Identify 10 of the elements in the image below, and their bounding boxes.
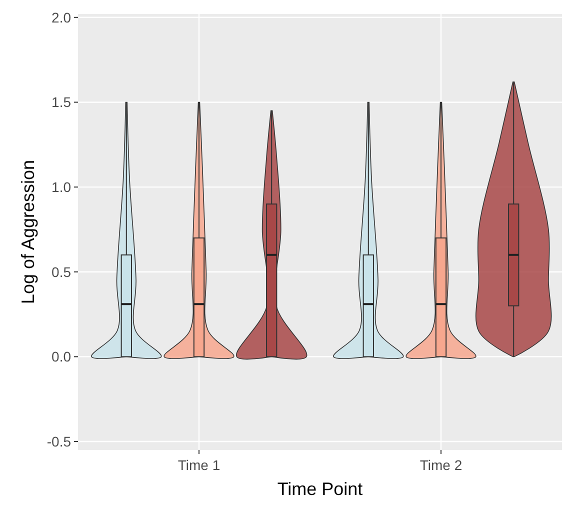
y-tick-label: 2.0 (52, 9, 72, 26)
y-tick-label: 1.5 (52, 94, 72, 110)
y-tick-label: 0.5 (52, 264, 72, 280)
x-tick-label: Time 1 (178, 457, 220, 473)
x-tick-label: Time 2 (420, 457, 462, 473)
y-tick-label: 1.0 (52, 178, 72, 195)
y-tick-label: 0.0 (52, 348, 72, 365)
y-axis-title: Log of Aggression (18, 160, 38, 304)
x-axis-title: Time Point (277, 479, 363, 499)
y-tick-label: -0.5 (46, 433, 72, 450)
